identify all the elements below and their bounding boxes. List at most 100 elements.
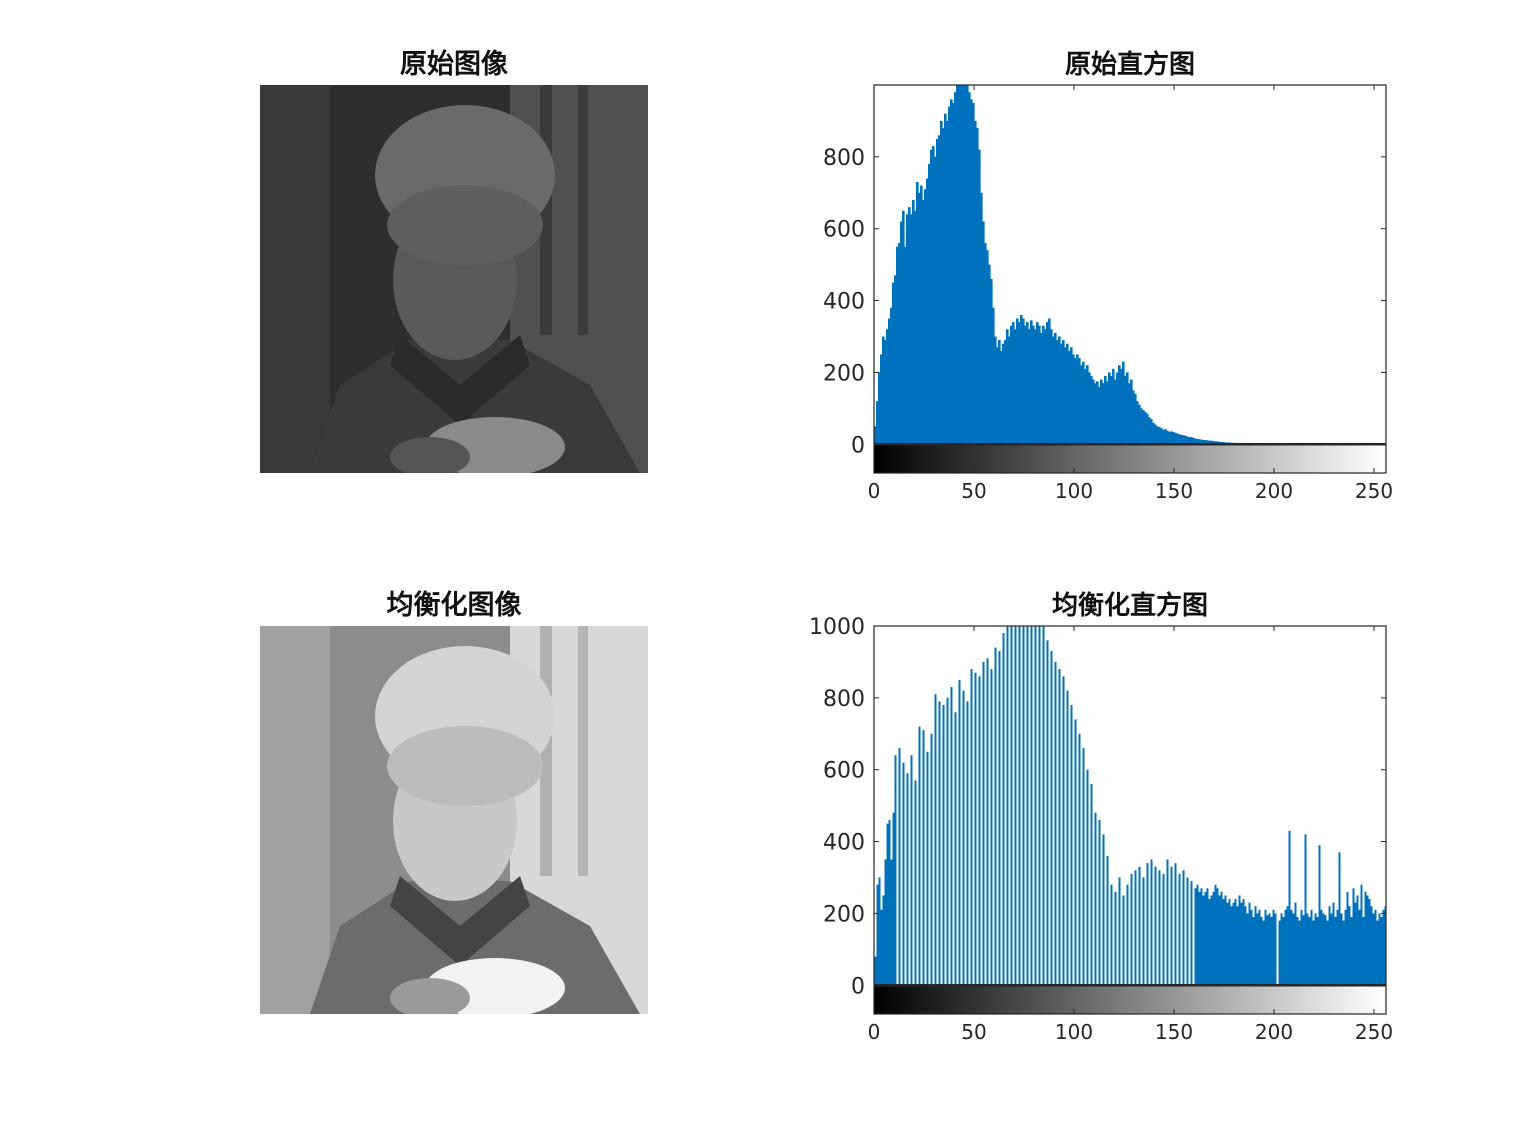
- histogram-bar: [1288, 830, 1291, 986]
- histogram-bar: [1204, 439, 1207, 445]
- histogram-bar: [926, 178, 929, 445]
- histogram-bar: [1238, 895, 1241, 986]
- histogram-bar: [1140, 408, 1143, 445]
- histogram-bar: [938, 135, 941, 445]
- histogram-bar: [1380, 917, 1383, 986]
- histogram-bar: [1318, 845, 1321, 986]
- histogram-bar: [1038, 325, 1041, 445]
- original-image-title: 原始图像: [400, 49, 508, 80]
- histogram-bar: [1194, 438, 1197, 445]
- histogram-bar: [1120, 368, 1123, 445]
- histogram-bar: [1060, 343, 1063, 445]
- histogram-bar: [1018, 626, 1021, 986]
- histogram-bar: [1220, 891, 1223, 986]
- histogram-bar: [1152, 422, 1155, 445]
- histogram-bar: [886, 329, 889, 445]
- histogram-bar: [1086, 365, 1089, 445]
- histogram-bar: [982, 661, 985, 986]
- histogram-bar: [914, 780, 917, 986]
- histogram-bar: [1102, 383, 1105, 445]
- histogram-bar: [888, 820, 891, 986]
- x-tick-label: 150: [1155, 1020, 1193, 1044]
- histogram-bar: [1216, 888, 1219, 986]
- histogram-bar: [1372, 913, 1375, 986]
- histogram-bar: [1076, 354, 1079, 445]
- histogram-bar: [1248, 902, 1251, 986]
- histogram-bar: [1218, 441, 1221, 445]
- histogram-bar: [1200, 439, 1203, 445]
- histogram-bar: [1062, 676, 1065, 986]
- histogram-bar: [1036, 322, 1039, 445]
- equalized-histogram: 均衡化直方图 0 200 400 600 800 1000 0 50 100 150 200 250: [809, 590, 1393, 1044]
- histogram-bar: [904, 246, 907, 445]
- histogram-bar: [910, 214, 913, 445]
- y-tick-label: 800: [823, 146, 865, 171]
- histogram-bar: [1362, 917, 1365, 986]
- histogram-bar: [1196, 438, 1199, 445]
- histogram-bar: [1254, 906, 1257, 986]
- histogram-bar: [1094, 812, 1097, 986]
- original-image: [260, 85, 648, 473]
- histogram-bar: [1052, 336, 1055, 445]
- histogram-bar: [986, 250, 989, 445]
- grayscale-colorbar: [874, 985, 1384, 1014]
- histogram-bar: [1026, 626, 1029, 986]
- histogram-bar: [1282, 917, 1285, 986]
- histogram-bar: [1268, 913, 1271, 986]
- histogram-bar: [928, 164, 931, 445]
- histogram-bar: [1370, 906, 1373, 986]
- histogram-bar: [896, 246, 899, 445]
- histogram-bar: [1374, 909, 1377, 986]
- histogram-bar: [1024, 325, 1027, 445]
- histogram-bar: [1034, 626, 1037, 986]
- histogram-title: 均衡化直方图: [1052, 590, 1208, 621]
- histogram-bar: [964, 85, 967, 445]
- histogram-bar: [924, 189, 927, 445]
- histogram-bar: [1058, 336, 1061, 445]
- histogram-bar: [1000, 350, 1003, 445]
- histogram-bar: [1066, 343, 1069, 445]
- histogram-bar: [958, 85, 961, 445]
- histogram-bar: [1214, 884, 1217, 986]
- histogram-bar: [1110, 376, 1113, 445]
- histogram-bar: [1314, 913, 1317, 986]
- histogram-bar: [1322, 913, 1325, 986]
- histogram-bar: [906, 214, 909, 445]
- histogram-bar: [1336, 909, 1339, 986]
- histogram-bar: [1226, 902, 1229, 986]
- histogram-bar: [1366, 895, 1369, 986]
- histogram-bar: [1244, 906, 1247, 986]
- histogram-bar: [990, 669, 993, 986]
- equalized-image-title: 均衡化图像: [386, 590, 522, 621]
- histogram-bar: [1188, 437, 1191, 445]
- histogram-bar: [1252, 917, 1255, 986]
- histogram-bar: [1142, 410, 1145, 445]
- x-tick-label: 0: [868, 479, 881, 503]
- histogram-bar: [878, 372, 881, 445]
- histogram-bar: [1114, 891, 1117, 986]
- histogram-bar: [1184, 435, 1187, 445]
- histogram-bar: [1104, 376, 1107, 445]
- histogram-bar: [1216, 441, 1219, 445]
- histogram-bar: [1356, 895, 1359, 986]
- histogram-bar: [1096, 381, 1099, 445]
- histogram-bar: [1146, 863, 1149, 986]
- histogram-bar: [1074, 719, 1077, 986]
- histogram-bar: [1214, 441, 1217, 445]
- histogram-bar: [988, 264, 991, 445]
- histogram-bar: [1270, 917, 1273, 986]
- histogram-bar: [1014, 329, 1017, 445]
- histogram-bar: [1032, 325, 1035, 445]
- histogram-bar: [1292, 913, 1295, 986]
- axes-box: [873, 625, 1387, 1015]
- histogram-bar: [974, 120, 977, 445]
- y-tick-label: 200: [823, 902, 865, 927]
- histogram-bar: [1186, 877, 1189, 986]
- histogram-bar: [1078, 733, 1081, 986]
- histogram-bar: [1138, 404, 1141, 445]
- histogram-bar: [1098, 386, 1101, 445]
- histogram-bar: [1044, 329, 1047, 445]
- histogram-bar: [1234, 899, 1237, 986]
- histogram-bar: [1082, 361, 1085, 445]
- y-tick-label: 0: [851, 974, 865, 999]
